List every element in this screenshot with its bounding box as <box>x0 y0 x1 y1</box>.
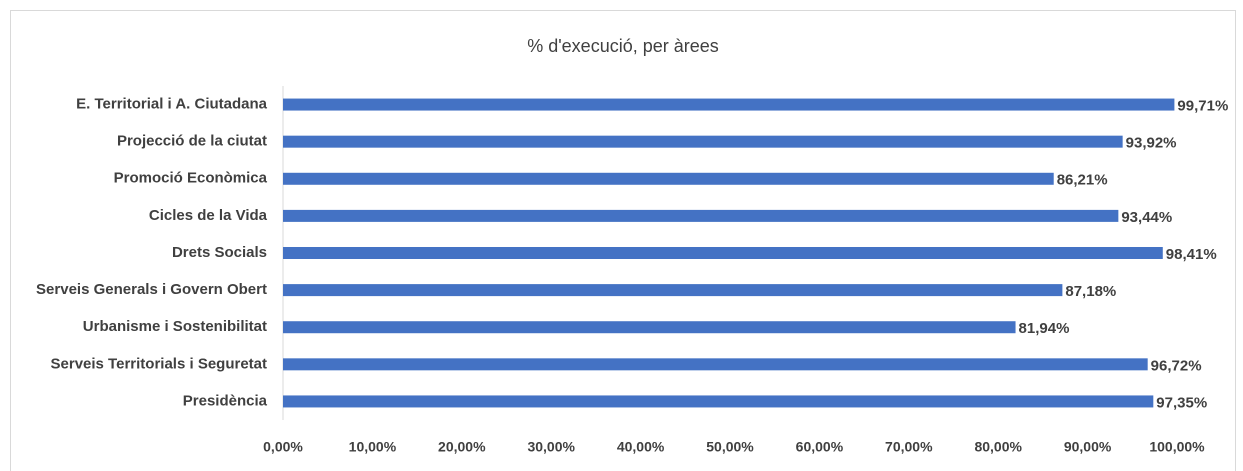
bar <box>283 209 1119 222</box>
y-tick-label: Urbanisme i Sostenibilitat <box>83 318 267 335</box>
bar <box>283 321 1016 334</box>
y-tick-label: Drets Socials <box>172 244 267 261</box>
y-tick-label: Serveis Generals i Govern Obert <box>36 281 267 298</box>
y-tick-label: Presidència <box>183 392 268 409</box>
x-tick-label: 50,00% <box>706 439 754 455</box>
chart-title: % d'execució, per àrees <box>527 36 719 56</box>
x-tick-label: 30,00% <box>527 439 575 455</box>
data-label: 93,44% <box>1121 209 1172 226</box>
data-label: 81,94% <box>1019 320 1070 337</box>
x-tick-label: 60,00% <box>796 439 844 455</box>
x-tick-label: 70,00% <box>885 439 933 455</box>
data-label: 98,41% <box>1166 246 1217 263</box>
bar <box>283 135 1123 148</box>
bar <box>283 395 1154 408</box>
data-label: 99,71% <box>1177 98 1228 115</box>
y-tick-label: Projecció de la ciutat <box>117 133 267 150</box>
data-label: 87,18% <box>1065 283 1116 300</box>
bar <box>283 98 1175 111</box>
chart-border <box>10 10 1236 471</box>
y-tick-label: Serveis Territorials i Seguretat <box>51 355 267 372</box>
x-tick-label: 0,00% <box>263 439 303 455</box>
bar <box>283 172 1054 185</box>
y-tick-label: E. Territorial i A. Ciutadana <box>76 96 268 113</box>
y-tick-label: Promoció Econòmica <box>114 170 268 187</box>
x-tick-label: 80,00% <box>974 439 1022 455</box>
bar <box>283 284 1063 297</box>
x-tick-label: 20,00% <box>438 439 486 455</box>
data-label: 93,92% <box>1126 135 1177 152</box>
x-tick-label: 90,00% <box>1064 439 1112 455</box>
data-label: 97,35% <box>1156 394 1207 411</box>
data-label: 96,72% <box>1151 357 1202 374</box>
x-tick-label: 100,00% <box>1149 439 1205 455</box>
x-tick-label: 10,00% <box>349 439 397 455</box>
bar <box>283 358 1148 371</box>
y-tick-label: Cicles de la Vida <box>149 207 268 224</box>
data-label: 86,21% <box>1057 172 1108 189</box>
bar <box>283 247 1163 259</box>
x-tick-label: 40,00% <box>617 439 665 455</box>
